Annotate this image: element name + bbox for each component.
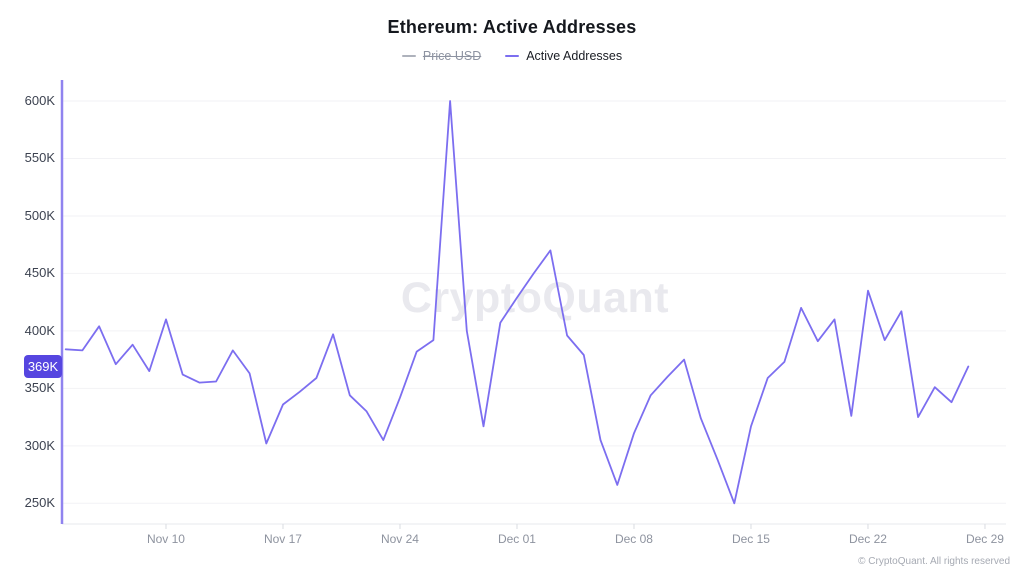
copyright-text: © CryptoQuant. All rights reserved (858, 556, 1010, 567)
watermark: CryptoQuant (400, 274, 670, 322)
legend-swatch-active-addresses (505, 54, 520, 58)
legend-label: Active Addresses (526, 49, 623, 63)
chart-title: Ethereum: Active Addresses (387, 17, 637, 37)
legend-swatch-price-usd (401, 54, 416, 58)
legend-item-active-addresses[interactable]: Active Addresses (505, 49, 622, 63)
legend-item-price-usd[interactable]: Price USD (401, 49, 482, 63)
legend: Price USD Active Addresses (0, 49, 1024, 63)
series-line-active-addresses (64, 100, 970, 505)
legend-label: Price USD (422, 49, 482, 63)
latest-value-badge: 369K (24, 355, 62, 379)
